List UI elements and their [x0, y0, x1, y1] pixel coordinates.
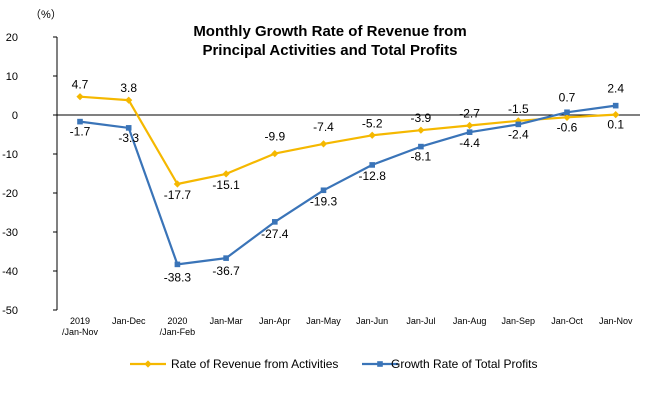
y-tick-label: 0	[12, 110, 18, 122]
data-label: -12.8	[359, 169, 387, 183]
data-point	[466, 129, 473, 135]
data-point	[222, 170, 230, 178]
chart-title-line: Principal Activities and Total Profits	[202, 42, 457, 59]
data-point	[418, 143, 424, 150]
data-label: -0.6	[557, 120, 578, 134]
data-label: -19.3	[310, 194, 338, 208]
data-label: 3.8	[120, 81, 137, 95]
legend-label: Growth Rate of Total Profits	[391, 357, 538, 371]
data-point	[369, 162, 375, 168]
data-label: -38.3	[164, 270, 192, 284]
data-point	[563, 113, 571, 121]
x-tick-label: 2019	[70, 316, 90, 326]
data-label: -15.1	[212, 178, 240, 192]
data-point	[174, 261, 181, 268]
data-label: -5.2	[362, 116, 383, 130]
x-tick-label: Jan-Jul	[406, 316, 435, 326]
data-point	[368, 131, 376, 139]
legend-marker	[144, 360, 152, 368]
x-tick-label: /Jan-Feb	[160, 327, 196, 337]
plot-series	[76, 93, 620, 268]
data-point	[173, 180, 181, 188]
y-tick-label: -10	[2, 149, 18, 161]
x-tick-label: Jan-Jun	[356, 316, 388, 326]
data-point	[223, 255, 229, 261]
legend-marker	[377, 361, 383, 367]
y-tick-label: -20	[2, 188, 18, 200]
data-point	[612, 111, 620, 119]
y-tick-label: 10	[6, 71, 18, 83]
data-label: -2.4	[508, 127, 529, 141]
data-label: -17.7	[164, 188, 192, 202]
data-point	[319, 140, 328, 148]
data-point	[612, 102, 619, 109]
y-unit-label: （%）	[30, 8, 62, 21]
data-label: -36.7	[212, 264, 240, 278]
y-tick-label: -40	[2, 266, 18, 278]
chart-title: Monthly Growth Rate of Revenue from Princ…	[193, 23, 466, 59]
data-label: 4.7	[72, 78, 89, 92]
x-tick-label: 2020	[167, 316, 187, 326]
x-tick-label: Jan-Nov	[599, 316, 633, 326]
data-label: -4.4	[459, 136, 480, 150]
x-tick-label: Jan-Aug	[453, 316, 487, 326]
legend-label: Rate of Revenue from Activities	[171, 357, 338, 371]
legend: Rate of Revenue from Activities Growth Ra…	[130, 357, 538, 371]
series-line-0	[79, 95, 616, 186]
data-label: -3.9	[411, 111, 432, 125]
data-point	[417, 126, 425, 134]
data-labels: 4.7 3.8 -17.7 -15.1 -9.9 -7.4 -5.2 -3.9 -2.7 -1.5…	[70, 78, 625, 285]
data-label: -3.3	[118, 131, 139, 145]
data-point	[271, 150, 279, 158]
x-tick-label: Jan-Dec	[112, 316, 146, 326]
x-tick-label: Jan-May	[306, 316, 341, 326]
data-label: -1.7	[70, 125, 91, 139]
x-tick-label: Jan-Sep	[502, 316, 536, 326]
data-point	[320, 187, 327, 194]
data-label: -8.1	[411, 150, 432, 164]
data-label: -7.4	[313, 120, 334, 134]
y-tick-label: -30	[2, 227, 18, 239]
data-point	[76, 93, 84, 101]
data-label: -27.4	[261, 227, 289, 241]
data-point	[515, 121, 522, 128]
series-line-1	[79, 104, 616, 266]
data-point	[272, 219, 278, 225]
y-tick-label: -50	[2, 305, 18, 317]
data-label: 0.1	[607, 118, 624, 132]
x-tick-label: /Jan-Nov	[62, 327, 99, 337]
axes: 20 10 0 -10 -20 -30 -40 -50 2019/Jan-Nov Jan-Dec 2…	[2, 32, 640, 337]
data-point	[466, 121, 474, 130]
x-tick-label: Jan-Oct	[551, 316, 583, 326]
data-point	[125, 96, 133, 104]
x-tick-label: Jan-Mar	[210, 316, 243, 326]
data-point	[125, 125, 132, 131]
x-tick-label: Jan-Apr	[259, 316, 291, 326]
y-tick-label: 20	[6, 32, 18, 44]
data-label: 2.4	[607, 82, 624, 96]
data-label: 0.7	[559, 90, 576, 104]
data-label: -9.9	[264, 130, 285, 144]
data-label: -1.5	[508, 102, 529, 116]
chart-title-line: Monthly Growth Rate of Revenue from	[193, 23, 466, 40]
data-label: -2.7	[459, 107, 480, 121]
data-point	[77, 118, 83, 125]
data-point	[564, 109, 570, 116]
